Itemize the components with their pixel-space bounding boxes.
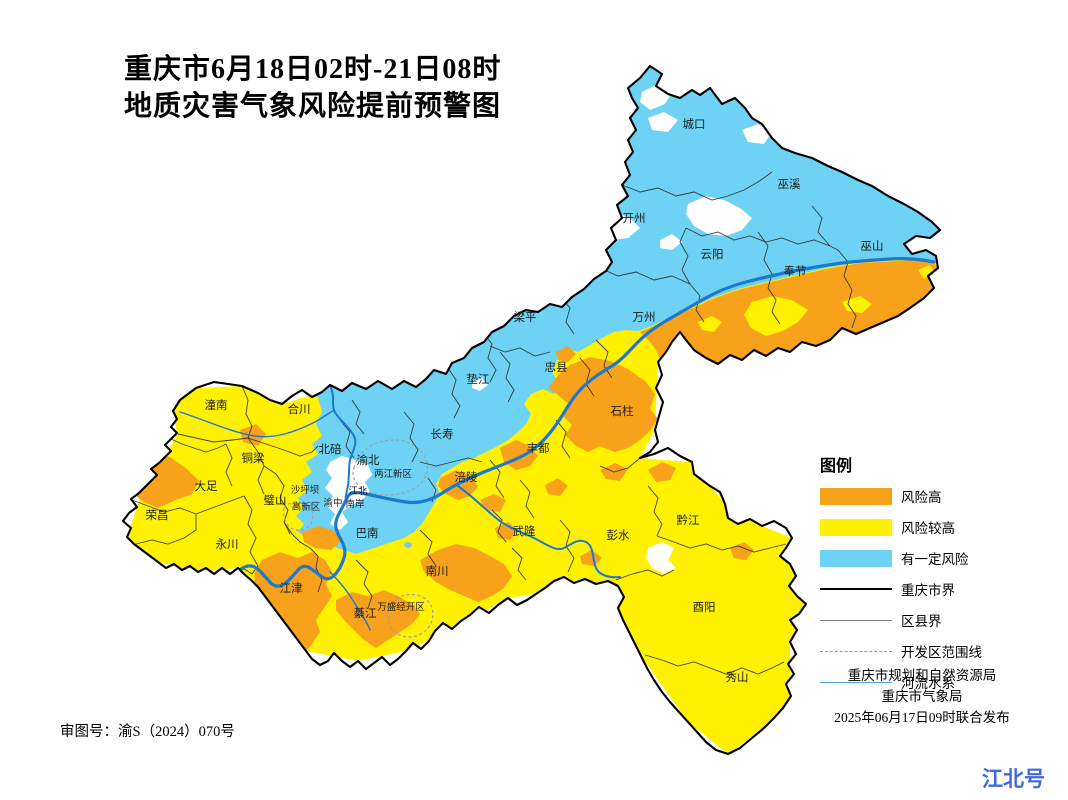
district-label: 巫溪: [778, 178, 801, 191]
district-label: 长寿: [431, 427, 454, 441]
fujiang-river: [179, 409, 335, 438]
watermark-jiangbeihao: 江北号: [982, 768, 1045, 791]
development-zone-outlines: [283, 439, 434, 638]
district-label: 大足: [195, 479, 218, 493]
district-label: 开州: [623, 212, 646, 225]
district-label: 巴南: [356, 526, 379, 540]
legend-item: 开发区范围线: [820, 641, 1020, 661]
legend-swatch: [820, 549, 892, 567]
title-line-2: 地质灾害气象风险提前预警图: [124, 90, 502, 122]
legend-item: 有一定风险: [820, 548, 1020, 568]
district-label: 酉阳: [693, 601, 716, 614]
legend-line-sample: [820, 588, 892, 590]
district-label: 江北: [348, 486, 368, 497]
jialing-river: [329, 385, 357, 501]
district-label: 城口: [683, 118, 706, 131]
district-label: 潼南: [205, 398, 228, 412]
district-label: 奉节: [784, 264, 807, 278]
district-label: 巫山: [861, 240, 884, 253]
district-label: 云阳: [701, 248, 724, 261]
district-label: 两江新区: [374, 468, 413, 480]
yangtze-river: [238, 257, 936, 588]
district-label: 江津: [280, 582, 303, 595]
district-label: 武隆: [513, 524, 536, 538]
publish-time: 2025年06月17日09时联合发布: [834, 709, 1010, 725]
legend-item-label: 河流水系: [901, 676, 955, 691]
district-boundaries: [131, 171, 857, 675]
district-label: 垫江: [467, 372, 490, 386]
publisher-block: 重庆市规划和自然资源局 重庆市气象局 2025年06月17日09时联合发布: [812, 666, 1032, 729]
district-label: 秀山: [726, 671, 749, 684]
legend-item: 重庆市界: [820, 579, 1020, 599]
district-label: 渝中: [323, 497, 342, 509]
title-line-1: 重庆市6月18日02时-21日08时: [124, 54, 502, 85]
district-label: 石柱: [611, 404, 634, 418]
district-label: 涪陵: [455, 470, 478, 484]
legend-line-sample: [820, 619, 892, 621]
legend-item-label: 重庆市界: [901, 583, 955, 598]
legend-swatch: [820, 487, 892, 505]
legend-item-label: 区县界: [901, 614, 942, 629]
district-label: 丰都: [527, 442, 550, 455]
map-approval-number: 审图号：渝S（2024）070号: [60, 724, 235, 740]
district-label: 綦江: [354, 607, 377, 620]
legend-item: 风险较高: [820, 517, 1020, 537]
district-label: 南岸: [345, 498, 365, 510]
legend-title: 图例: [820, 458, 853, 475]
legend-swatch: [820, 518, 892, 536]
district-label: 南川: [426, 564, 449, 578]
wujiang-river: [457, 485, 621, 579]
district-label: 北碚: [319, 442, 342, 456]
district-label: 璧山: [264, 493, 287, 507]
lakes: [404, 449, 457, 548]
publisher-line-2: 重庆市气象局: [881, 688, 963, 704]
district-label: 高新区: [292, 501, 321, 513]
district-label: 合川: [288, 402, 311, 416]
legend-items: 风险高风险较高有一定风险重庆市界区县界开发区范围线 河流水系: [820, 486, 1020, 692]
legend-line-sample: [820, 650, 892, 652]
district-label: 荣昌: [146, 509, 169, 522]
page-title: 重庆市6月18日02时-21日08时 地质灾害气象风险提前预警图: [124, 52, 501, 126]
map-fill-layers: [123, 66, 940, 754]
district-label: 黔江: [677, 513, 700, 527]
district-label: 万盛经开区: [377, 601, 425, 613]
district-label: 忠县: [545, 361, 568, 374]
district-label: 铜梁: [242, 451, 265, 465]
region-some-risk: [296, 66, 940, 554]
qijiang-river: [329, 571, 371, 631]
district-label: 彭水: [607, 528, 630, 542]
district-label: 永川: [216, 537, 239, 551]
legend-item: 风险高: [820, 486, 1020, 506]
district-label: 万州: [633, 311, 656, 324]
district-label: 渝北: [357, 453, 380, 467]
chongqing-city-boundary: [121, 64, 942, 756]
legend-item: 河流水系: [820, 672, 1020, 692]
legend-line-sample: [820, 681, 892, 683]
legend-item-label: 风险较高: [901, 521, 955, 536]
legend-item-label: 开发区范围线: [901, 645, 982, 660]
rivers: [179, 257, 936, 631]
legend: 图例 风险高风险较高有一定风险重庆市界区县界开发区范围线 河流水系: [820, 452, 1020, 703]
legend-item: 区县界: [820, 610, 1020, 630]
district-label: 沙坪坝: [291, 484, 320, 496]
legend-item-label: 有一定风险: [901, 552, 969, 567]
publisher-line-1: 重庆市规划和自然资源局: [847, 668, 997, 683]
legend-item-label: 风险高: [901, 490, 942, 505]
district-label: 梁平: [514, 310, 537, 324]
